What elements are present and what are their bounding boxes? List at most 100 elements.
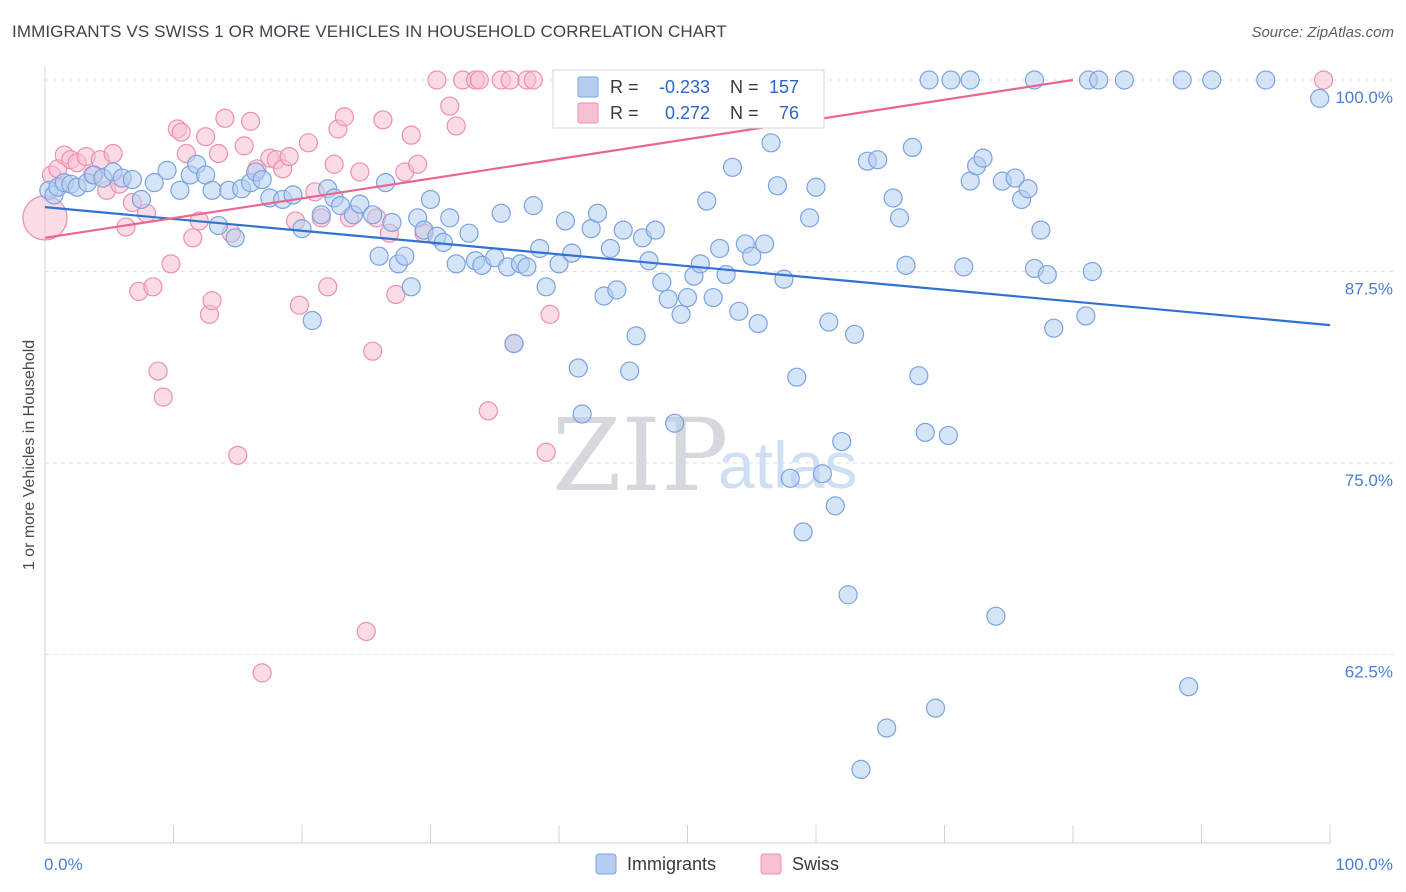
- immigrants-point: [877, 718, 897, 738]
- immigrants-point: [677, 287, 698, 308]
- immigrants-point: [915, 422, 935, 442]
- swiss-point: [318, 277, 338, 297]
- immigrants-n-label: N =: [730, 77, 759, 97]
- swiss-point: [334, 107, 355, 127]
- y-axis-label: 1 or more Vehicles in Household: [21, 340, 38, 570]
- immigrants-point: [562, 243, 582, 263]
- watermark: ZIP atlas: [552, 397, 857, 514]
- swiss-point: [440, 96, 460, 116]
- swiss-point: [500, 70, 520, 90]
- immigrants-point: [440, 208, 460, 228]
- immigrants-point: [1310, 88, 1330, 108]
- immigrants-point: [767, 176, 788, 196]
- swiss-point: [279, 147, 299, 167]
- swiss-point: [350, 162, 370, 182]
- immigrants-point: [613, 220, 633, 240]
- immigrants-point: [819, 312, 839, 332]
- legend-immigrants-swatch: [595, 853, 617, 875]
- swiss-point: [1313, 70, 1334, 90]
- immigrants-point: [832, 431, 852, 452]
- chart-title: IMMIGRANTS VS SWISS 1 OR MORE VEHICLES I…: [12, 22, 727, 41]
- immigrants-point: [311, 205, 331, 225]
- immigrants-point: [382, 212, 402, 233]
- swiss-point: [161, 254, 181, 274]
- immigrants-point: [1031, 220, 1051, 240]
- immigrants-point: [369, 246, 389, 266]
- immigrants-point: [401, 277, 421, 297]
- source-label: Source: ZipAtlas.com: [1251, 24, 1394, 41]
- swiss-r-value: 0.272: [665, 103, 710, 123]
- immigrants-point: [122, 169, 142, 190]
- immigrants-point: [954, 257, 974, 277]
- immigrants-point: [600, 238, 621, 259]
- immigrants-point: [896, 255, 916, 275]
- swiss-point: [183, 228, 203, 248]
- immigrants-point: [536, 277, 556, 297]
- immigrants-point: [742, 246, 762, 266]
- immigrants-point: [1256, 70, 1276, 90]
- immigrants-point: [572, 404, 592, 424]
- swiss-point: [540, 304, 560, 324]
- x-tick-right: 100.0%: [1335, 855, 1393, 874]
- immigrants-point: [302, 310, 322, 331]
- swiss-point: [298, 133, 319, 153]
- immigrants-point: [665, 413, 685, 433]
- legend-swiss-label: Swiss: [792, 854, 839, 874]
- immigrants-point: [806, 177, 826, 197]
- immigrants-point: [1172, 70, 1192, 90]
- immigrants-point: [170, 180, 190, 200]
- immigrants-point: [799, 208, 820, 228]
- immigrants-points: [39, 70, 1330, 780]
- immigrants-point: [639, 251, 659, 271]
- immigrants-point: [363, 205, 383, 225]
- immigrants-r-label: R =: [610, 77, 639, 97]
- swiss-point: [208, 143, 229, 164]
- swiss-point: [446, 116, 466, 136]
- immigrants-point: [202, 180, 222, 200]
- swiss-point: [386, 284, 406, 305]
- immigrants-point: [722, 157, 743, 177]
- immigrants-point: [1202, 70, 1222, 90]
- swiss-point: [171, 122, 191, 142]
- y-tick-label: 100.0%: [1335, 88, 1393, 107]
- swiss-point: [228, 445, 248, 465]
- immigrants-point: [703, 287, 723, 308]
- immigrants-point: [208, 215, 229, 236]
- legend-swiss-swatch: [760, 853, 782, 875]
- swiss-point: [215, 108, 235, 128]
- immigrants-point: [607, 280, 627, 300]
- immigrants-point: [938, 425, 958, 446]
- swiss-point: [196, 127, 216, 147]
- swiss-point: [22, 195, 68, 241]
- swiss-point: [252, 663, 272, 683]
- immigrants-point: [587, 203, 608, 223]
- immigrants-point: [530, 238, 550, 259]
- immigrants-point: [1179, 677, 1199, 697]
- x-tick-left: 0.0%: [44, 855, 83, 874]
- swiss-point: [536, 442, 556, 462]
- immigrants-point: [973, 148, 993, 168]
- immigrants-point: [909, 366, 929, 386]
- immigrants-point: [729, 301, 749, 321]
- swiss-point: [478, 401, 498, 421]
- swiss-r-label: R =: [610, 103, 639, 123]
- immigrants-point: [919, 70, 939, 90]
- swiss-point: [408, 154, 428, 174]
- immigrants-point: [838, 585, 858, 605]
- swiss-n-value: 76: [779, 103, 799, 123]
- immigrants-point: [1018, 179, 1038, 199]
- immigrants-trend-line: [44, 206, 1331, 327]
- immigrants-point: [375, 173, 396, 193]
- immigrants-point: [568, 358, 588, 378]
- swiss-point: [356, 621, 376, 642]
- immigrants-point: [710, 238, 730, 259]
- swiss-point: [427, 70, 447, 90]
- swiss-point: [153, 387, 173, 407]
- swiss-point: [103, 143, 123, 164]
- swiss-point: [324, 154, 344, 174]
- immigrants-point: [645, 220, 665, 240]
- swiss-point: [241, 111, 261, 131]
- immigrants-point: [459, 223, 479, 243]
- immigrants-point: [446, 254, 466, 274]
- immigrants-point: [902, 137, 922, 158]
